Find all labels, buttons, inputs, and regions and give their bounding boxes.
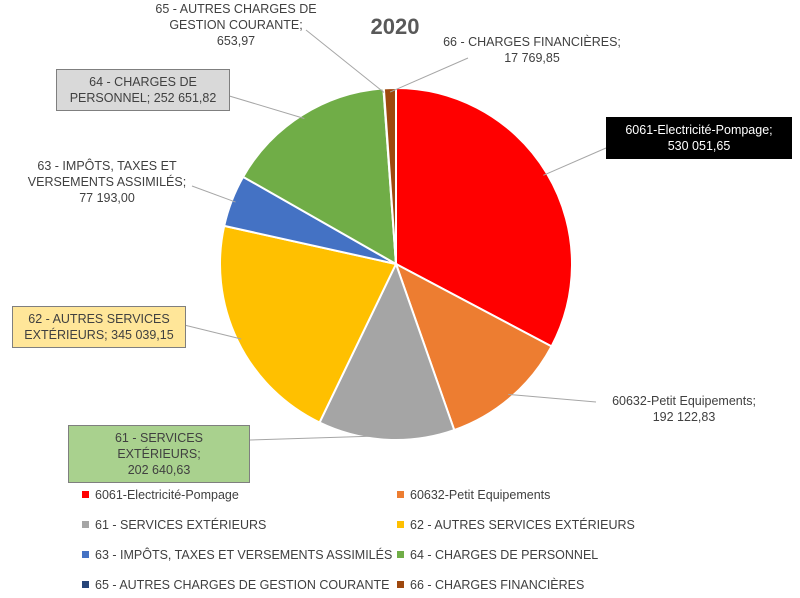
leader-line-0 <box>543 147 607 176</box>
leader-line-1 <box>508 393 597 403</box>
legend-label: 63 - IMPÔTS, TAXES ET VERSEMENTS ASSIMIL… <box>95 548 393 562</box>
legend-label: 64 - CHARGES DE PERSONNEL <box>410 548 599 562</box>
data-label-line: 653,97 <box>216 34 256 48</box>
pie-slice-0 <box>395 86 573 348</box>
data-label-line: 530 051,65 <box>667 139 731 153</box>
legend-item: 64 - CHARGES DE PERSONNEL <box>397 548 598 562</box>
legend-item: 66 - CHARGES FINANCIÈRES <box>397 578 584 592</box>
data-label-autres-charges-gestion: 65 - AUTRES CHARGES DE GESTION COURANTE;… <box>148 1 324 49</box>
data-label-line: 62 - AUTRES SERVICES <box>28 312 170 326</box>
data-label-line: PERSONNEL; 252 651,82 <box>69 91 217 105</box>
chart-title: 2020 <box>370 14 420 39</box>
data-label-charges-personnel: 64 - CHARGES DE PERSONNEL; 252 651,82 <box>56 69 230 111</box>
legend-swatch <box>397 581 404 588</box>
data-label-charges-financieres: 66 - CHARGES FINANCIÈRES; 17 769,85 <box>426 34 638 66</box>
legend-swatch <box>397 521 404 528</box>
data-label-line: 66 - CHARGES FINANCIÈRES; <box>443 35 621 49</box>
pie-slice-7 <box>382 86 397 265</box>
legend-item: 6061-Electricité-Pompage <box>82 488 239 502</box>
legend-item: 63 - IMPÔTS, TAXES ET VERSEMENTS ASSIMIL… <box>82 548 392 562</box>
data-label-line: VERSEMENTS ASSIMILÉS; <box>27 175 187 189</box>
data-label-line: GESTION COURANTE; <box>169 18 303 32</box>
data-label-autres-services-exterieurs: 62 - AUTRES SERVICES EXTÉRIEURS; 345 039… <box>12 306 186 348</box>
data-label-line: 6061-Electricité-Pompage; <box>625 123 773 137</box>
pie-slice-5 <box>241 87 398 266</box>
data-label-line: 202 640,63 <box>127 463 191 477</box>
legend-item: 60632-Petit Equipements <box>397 488 550 502</box>
leader-line-6 <box>305 29 385 93</box>
data-label-line: 63 - IMPÔTS, TAXES ET <box>37 159 177 173</box>
legend-label: 66 - CHARGES FINANCIÈRES <box>410 578 585 592</box>
data-label-services-exterieurs: 61 - SERVICES EXTÉRIEURS; 202 640,63 <box>68 425 250 483</box>
leader-line-2 <box>249 435 387 441</box>
legend-label: 62 - AUTRES SERVICES EXTÉRIEURS <box>410 518 635 532</box>
legend-label: 6061-Electricité-Pompage <box>95 488 239 502</box>
pie-slice-3 <box>219 224 398 424</box>
data-label-line: 192 122,83 <box>652 410 716 424</box>
data-label-line: 77 193,00 <box>79 191 135 205</box>
legend-label: 60632-Petit Equipements <box>410 488 551 502</box>
legend-swatch <box>82 551 89 558</box>
data-label-petit-equipements: 60632-Petit Equipements; 192 122,83 <box>596 393 772 425</box>
legend-swatch <box>397 491 404 498</box>
legend-item: 65 - AUTRES CHARGES DE GESTION COURANTE <box>82 578 390 592</box>
legend-swatch <box>82 521 89 528</box>
legend-label: 65 - AUTRES CHARGES DE GESTION COURANTE <box>95 578 390 592</box>
data-label-line: 65 - AUTRES CHARGES DE <box>155 2 317 16</box>
legend-swatch <box>397 551 404 558</box>
leader-line-4 <box>191 185 236 203</box>
data-label-impots-taxes: 63 - IMPÔTS, TAXES ET VERSEMENTS ASSIMIL… <box>20 158 194 206</box>
leader-line-7 <box>389 57 469 93</box>
data-label-line: 64 - CHARGES DE <box>89 75 197 89</box>
legend-swatch <box>82 581 89 588</box>
data-label-line: EXTÉRIEURS; 345 039,15 <box>24 328 174 342</box>
pie-slice-1 <box>394 261 553 432</box>
data-label-electricite-pompage: 6061-Electricité-Pompage; 530 051,65 <box>606 117 792 159</box>
data-label-line: 60632-Petit Equipements; <box>612 394 756 408</box>
legend-item: 61 - SERVICES EXTÉRIEURS <box>82 518 266 532</box>
pie-slice-2 <box>318 261 456 441</box>
legend-item: 62 - AUTRES SERVICES EXTÉRIEURS <box>397 518 635 532</box>
data-label-line: 61 - SERVICES EXTÉRIEURS; <box>114 431 203 461</box>
legend-swatch <box>82 491 89 498</box>
leader-line-5 <box>215 91 305 119</box>
data-label-line: 17 769,85 <box>504 51 560 65</box>
legend-label: 61 - SERVICES EXTÉRIEURS <box>95 518 267 532</box>
